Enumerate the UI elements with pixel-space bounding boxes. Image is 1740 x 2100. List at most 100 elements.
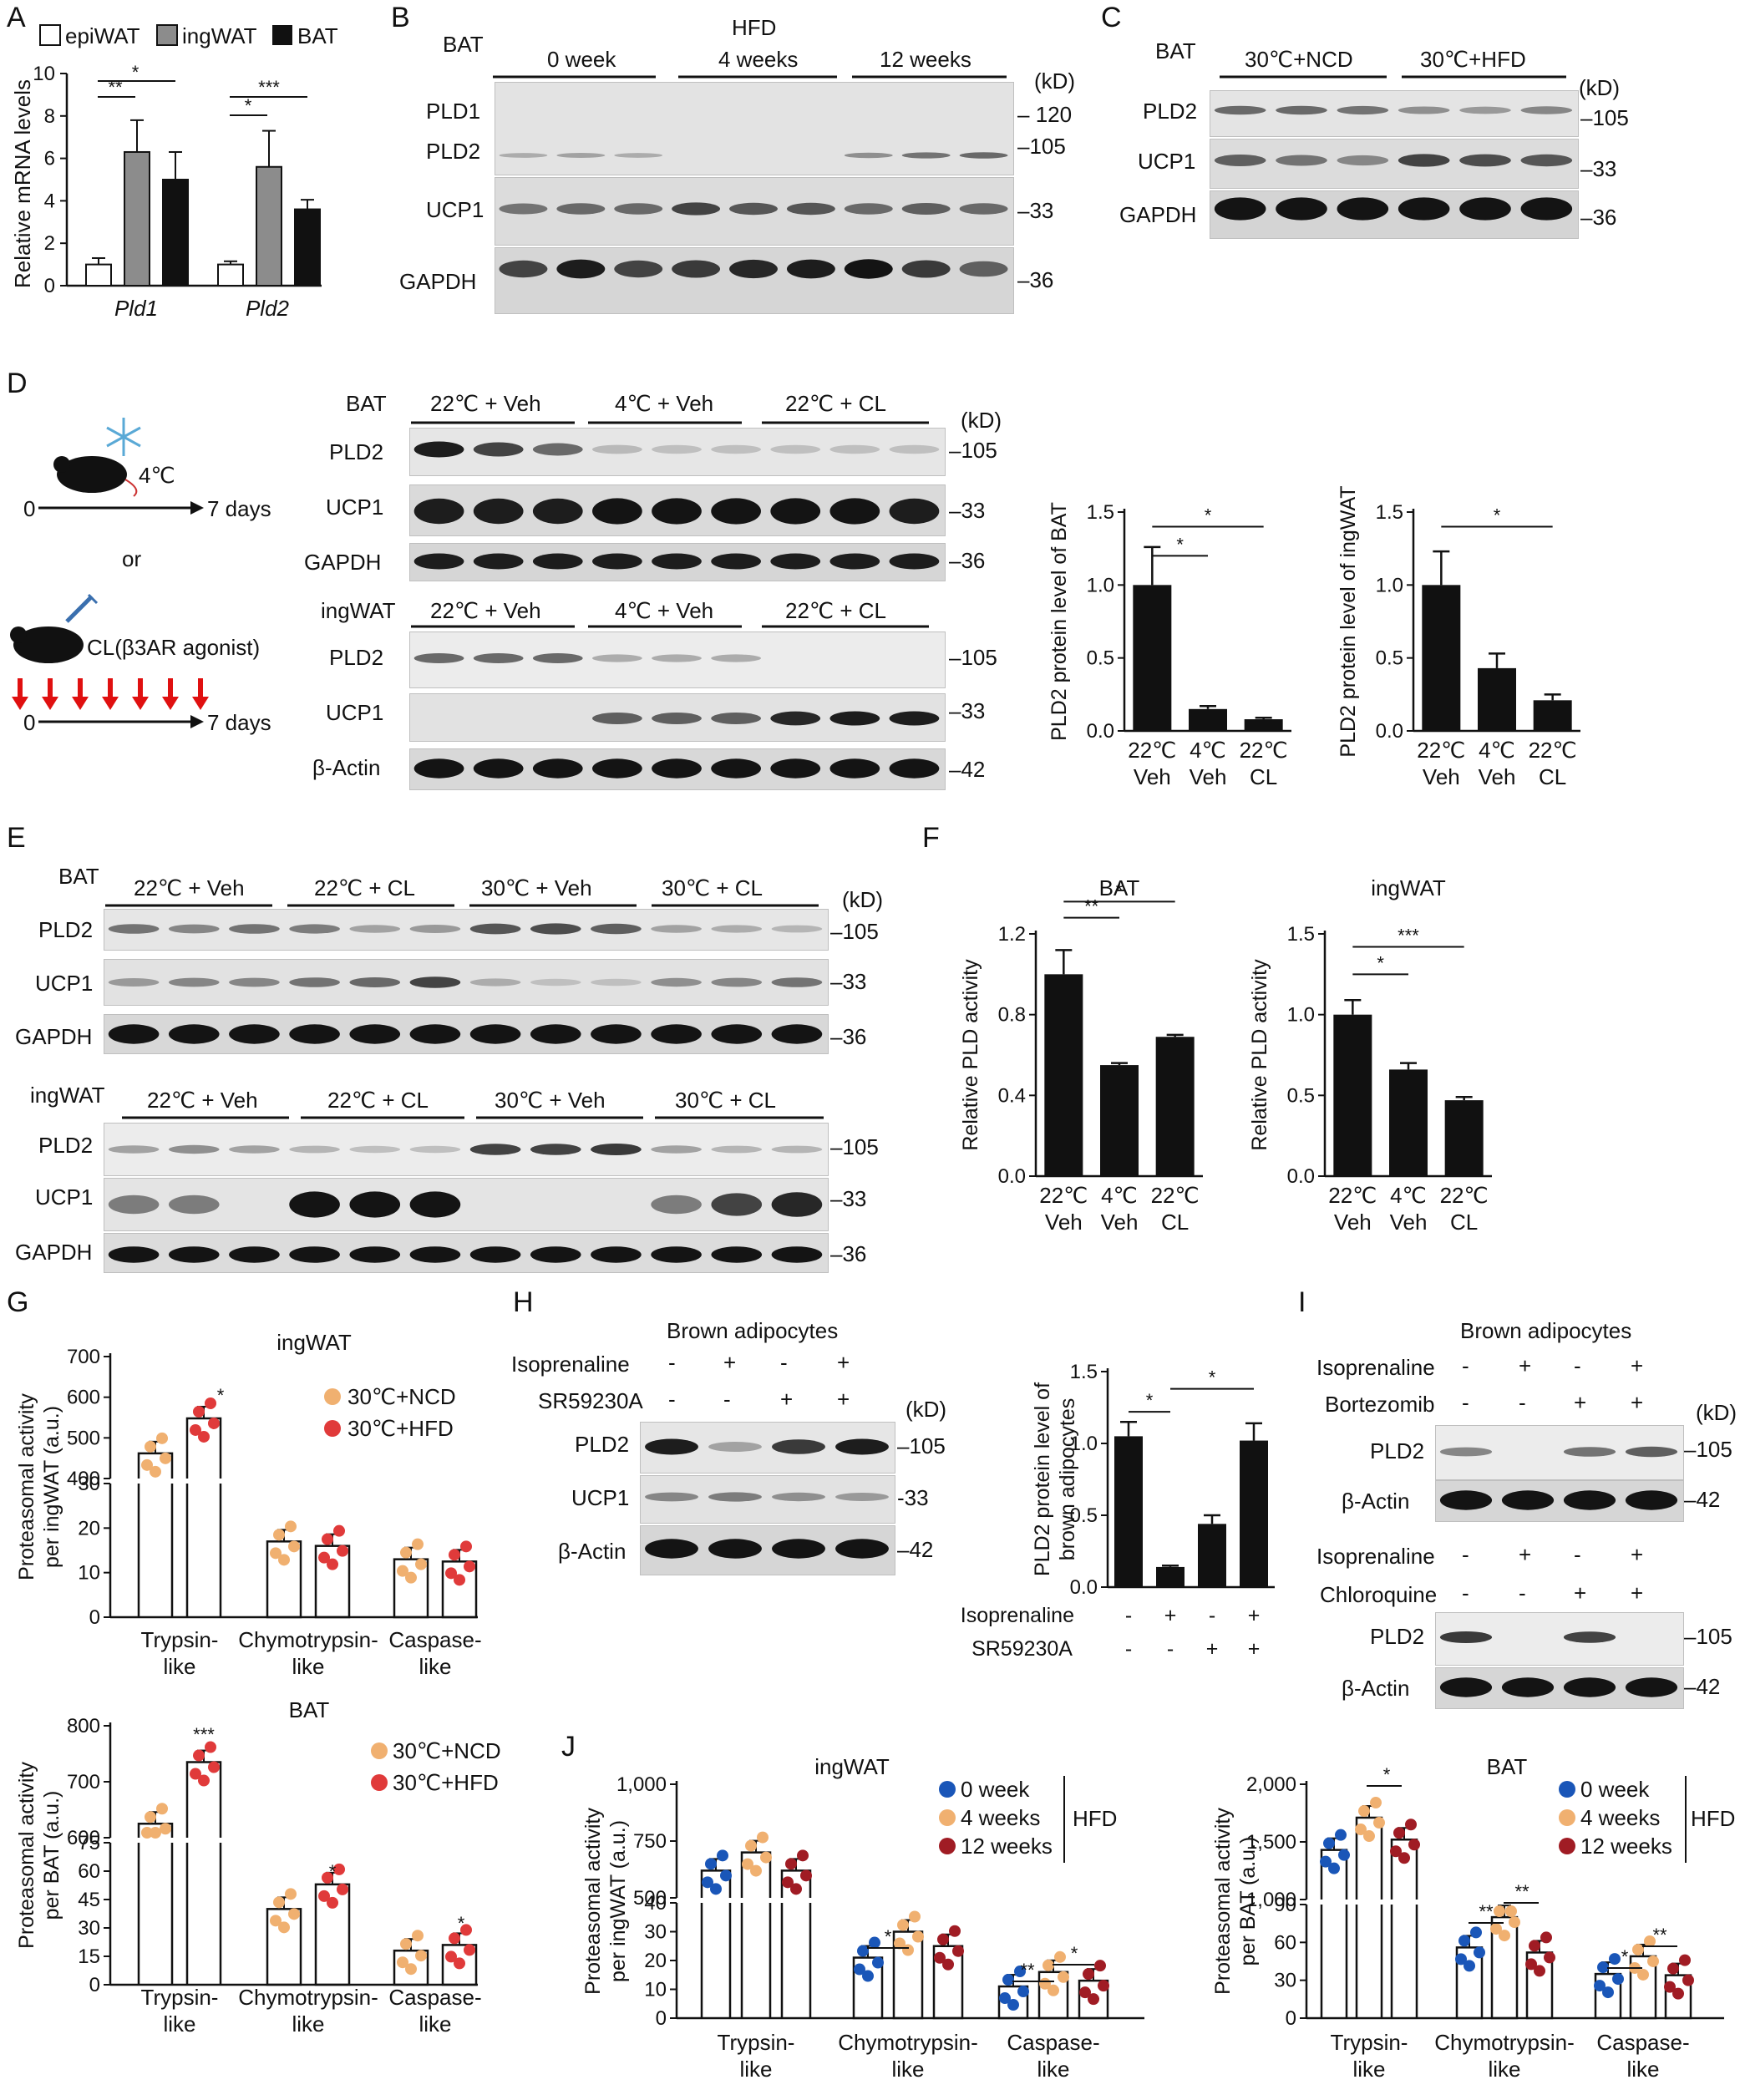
- blot-row-label: β-Actin: [558, 1539, 627, 1564]
- kd-marker: –42: [949, 757, 986, 782]
- data-point: [1370, 1797, 1382, 1809]
- blot-band: [711, 713, 761, 724]
- sig-mark: *: [1176, 534, 1184, 555]
- legend-label: 4 weeks: [1580, 1805, 1660, 1830]
- legend-group-label: HFD: [1691, 1806, 1735, 1831]
- data-point: [333, 1524, 345, 1537]
- legend-swatch-bat: [272, 25, 292, 45]
- blot-band: [473, 653, 524, 663]
- blot-band: [651, 1145, 702, 1154]
- x-tick-label: Trypsin-: [141, 1985, 219, 2010]
- y-tick-label: 30: [1274, 1970, 1296, 1992]
- blot-band: [1337, 105, 1389, 115]
- x-tick-label: Chymotrypsin-: [238, 1627, 378, 1652]
- group-label: 22℃ + Veh: [147, 1088, 258, 1113]
- blot-band: [645, 1492, 698, 1502]
- bar: [1114, 1436, 1143, 1587]
- data-point: [1470, 1926, 1482, 1939]
- data-point: [141, 1827, 153, 1839]
- blot-band: [959, 152, 1008, 159]
- sig-mark: **: [1479, 1901, 1494, 1922]
- sig-mark: *: [245, 95, 252, 116]
- kd-unit: (kD): [1579, 75, 1621, 100]
- blot-band: [711, 977, 763, 987]
- legend-marker: [371, 1774, 388, 1791]
- y-axis-label: Proteasomal activity: [15, 1762, 38, 1949]
- y-tick-label: 15: [78, 1945, 100, 1968]
- blot-row-label: GAPDH: [15, 1024, 93, 1049]
- x-tick-label: 22℃: [1240, 738, 1288, 763]
- chart-f-ingwat: 0.0 0.5 1.0 1.5 ingWAT Relative PLD activity 2…: [1248, 875, 1492, 1235]
- data-point: [205, 1741, 216, 1753]
- treatment-sign: -: [1167, 1637, 1174, 1661]
- y-tick-label: 6: [44, 148, 55, 170]
- data-point: [1540, 1931, 1552, 1944]
- blot-row-label: PLD2: [575, 1432, 630, 1457]
- legend-marker: [371, 1742, 388, 1759]
- sig-mark: *: [458, 1913, 465, 1934]
- kd-marker: –33: [1017, 198, 1054, 223]
- blot-band: [168, 1195, 220, 1215]
- blot-row-label: GAPDH: [15, 1240, 93, 1265]
- treatment-label: Isoprenaline: [511, 1352, 630, 1377]
- kd-marker: –33: [830, 969, 867, 994]
- data-point: [288, 1908, 300, 1920]
- group-label: 22℃ + CL: [785, 598, 886, 623]
- blot-bands-b: [499, 152, 1008, 279]
- kd-marker: –105: [949, 645, 997, 670]
- gene-label-pld2: Pld2: [246, 296, 290, 321]
- legend-label: 4 weeks: [961, 1805, 1040, 1830]
- blot-band: [532, 553, 583, 570]
- sig-mark: *: [1209, 1367, 1216, 1388]
- data-point: [412, 1930, 424, 1942]
- blot-band: [413, 653, 464, 663]
- legend-marker: [324, 1388, 341, 1405]
- blot-row-label: GAPDH: [304, 550, 382, 575]
- bar: [1244, 719, 1283, 731]
- blot-band: [786, 202, 835, 216]
- tissue-label: ingWAT: [321, 598, 396, 623]
- blot-band: [708, 1539, 762, 1559]
- chart-h: 0.0 0.5 1.0 1.5 PLD2 protein level of brown a…: [961, 1361, 1275, 1661]
- treatment-sign: +: [1574, 1580, 1587, 1605]
- blot-band: [229, 1246, 280, 1263]
- blot-row-label: PLD2: [38, 1133, 94, 1158]
- blot-band: [771, 1246, 823, 1263]
- chart-j-bat: 1,000 1,500 2,000 0 30 60 90 Proteasomal activi…: [1211, 1754, 1735, 2082]
- panel-letter-c: C: [1101, 2, 1122, 33]
- data-point: [405, 1963, 417, 1976]
- data-point: [337, 1545, 348, 1557]
- kd-unit: (kD): [1034, 68, 1076, 94]
- blot-band: [708, 1492, 762, 1502]
- group-label: 22℃ + CL: [785, 391, 886, 416]
- data-point: [445, 1567, 457, 1580]
- blot-ucp1: [1210, 139, 1579, 189]
- group-label: 12 weeks: [880, 47, 971, 72]
- data-point: [1679, 1954, 1691, 1966]
- data-point: [1083, 1968, 1094, 1981]
- legend-marker: [1559, 1809, 1575, 1826]
- blot-band: [1398, 154, 1450, 167]
- treatment-sign: -: [1462, 1390, 1469, 1415]
- data-point: [1355, 1824, 1367, 1836]
- blot-bands-e-bat: [108, 923, 823, 1044]
- data-point: [460, 1924, 472, 1936]
- panel-letter-a: A: [7, 2, 26, 33]
- bar: [1156, 1566, 1185, 1587]
- chart-title: BAT: [1099, 875, 1140, 900]
- bar: [1133, 585, 1172, 731]
- x-tick-label: Caspase-: [1007, 2030, 1099, 2055]
- blot-band: [829, 553, 880, 570]
- blot-band: [108, 1145, 160, 1154]
- blot-band: [168, 1024, 220, 1044]
- data-point: [952, 1945, 964, 1957]
- y-axis-label: PLD2 protein level of BAT: [1048, 502, 1071, 741]
- y-tick-label: 0.5: [1070, 1504, 1098, 1527]
- data-point: [757, 1831, 769, 1844]
- injection-arrows: [12, 678, 209, 710]
- blot-band: [652, 654, 702, 662]
- group-header-hfd: HFD: [732, 15, 777, 40]
- sig-mark: *: [329, 1861, 337, 1882]
- blot-pld2: [104, 1123, 829, 1176]
- data-point: [872, 1956, 884, 1969]
